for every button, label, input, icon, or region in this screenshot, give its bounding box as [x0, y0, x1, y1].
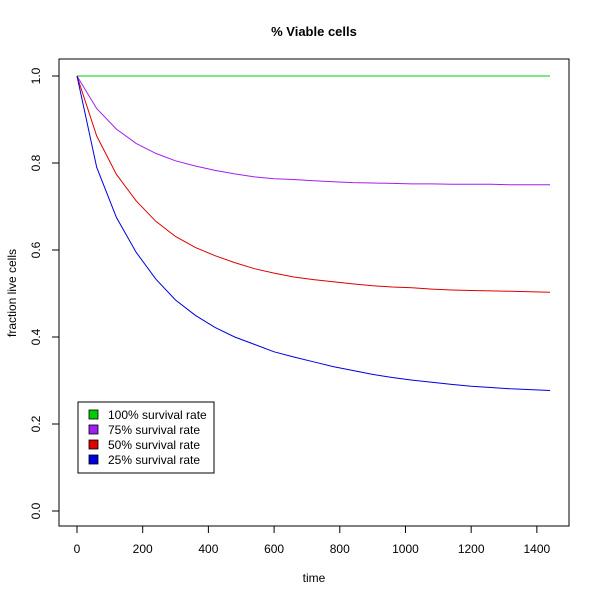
- legend-label: 75% survival rate: [108, 423, 200, 437]
- y-axis-label: fraction live cells: [5, 249, 19, 337]
- x-tick-label: 800: [330, 542, 350, 556]
- legend-swatch: [88, 409, 99, 420]
- y-tick-label: 0.4: [29, 328, 43, 345]
- y-axis: 0.0 0.2 0.4 0.6 0.8 1.0: [29, 67, 60, 519]
- legend-label: 25% survival rate: [108, 453, 200, 467]
- y-tick-label: 0.8: [29, 154, 43, 171]
- y-tick-label: 0.2: [29, 415, 43, 432]
- series-line-3: [76, 75, 551, 293]
- x-axis: 0 200 400 600 800 1000 1200 1400: [74, 525, 551, 556]
- legend-label: 50% survival rate: [108, 438, 200, 452]
- y-tick-label: 1.0: [29, 67, 43, 84]
- x-tick-label: 400: [198, 542, 218, 556]
- y-tick-label: 0.6: [29, 241, 43, 258]
- x-axis-label: time: [303, 571, 326, 585]
- chart-title: % Viable cells: [271, 24, 357, 39]
- legend-label: 100% survival rate: [108, 408, 207, 422]
- series-line-2: [76, 75, 550, 186]
- legend-box: [77, 401, 215, 474]
- x-tick-label: 0: [74, 542, 81, 556]
- legend-swatch: [88, 424, 99, 435]
- x-tick-label: 600: [264, 542, 284, 556]
- y-tick-label: 0.0: [29, 502, 43, 519]
- x-tick-label: 200: [133, 542, 153, 556]
- x-tick-label: 1200: [458, 542, 485, 556]
- series-lines: [76, 75, 551, 391]
- legend-swatch: [88, 439, 99, 450]
- series-line-4: [76, 75, 551, 391]
- x-tick-label: 1000: [392, 542, 419, 556]
- legend-swatch: [88, 454, 99, 465]
- x-tick-label: 1400: [524, 542, 551, 556]
